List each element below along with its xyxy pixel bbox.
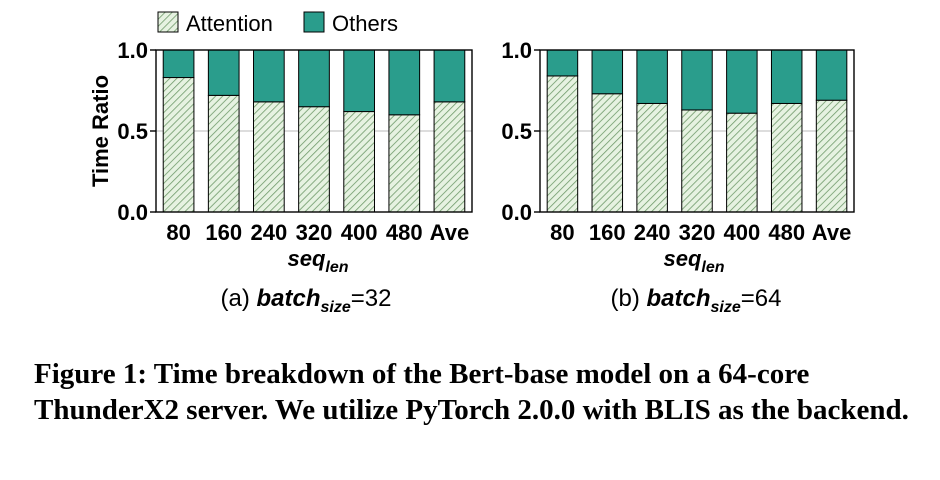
bar-attention-480 xyxy=(770,102,803,213)
bar-attention-80 xyxy=(546,75,579,213)
bar-others-80 xyxy=(546,49,579,77)
x-axis-label-sub: len xyxy=(325,259,348,276)
subtitle-sub: size xyxy=(321,299,351,316)
bar-others-400 xyxy=(343,49,375,113)
x-tick-label: 480 xyxy=(768,220,805,245)
bar-others-320 xyxy=(681,49,713,111)
chart-legend: Attention Others xyxy=(157,11,398,36)
x-tick-label: 160 xyxy=(589,220,626,245)
y-tick-label: 0.5 xyxy=(117,119,148,144)
bar-others-400 xyxy=(726,49,758,114)
x-tick-label: 320 xyxy=(679,220,716,245)
bar-others-240 xyxy=(253,49,285,103)
bar-attention-240 xyxy=(253,101,285,213)
bar-attention-320 xyxy=(681,109,713,213)
bar-attention-480 xyxy=(388,114,421,213)
x-tick-label: Ave xyxy=(812,220,852,245)
x-tick-label: 160 xyxy=(205,220,242,245)
x-tick-label: 80 xyxy=(550,220,574,245)
subtitle-suffix: =64 xyxy=(741,285,782,312)
legend-swatch-attention xyxy=(157,11,179,33)
x-tick-label: 480 xyxy=(386,220,423,245)
y-tick-label: 0.5 xyxy=(501,119,532,144)
bar-others-80 xyxy=(162,49,195,79)
subtitle-main: batch xyxy=(647,285,711,312)
bar-attention-160 xyxy=(207,94,240,213)
bar-others-160 xyxy=(591,49,624,95)
bar-attention-400 xyxy=(343,111,375,213)
bar-attention-400 xyxy=(726,112,758,213)
x-axis-label-sub: len xyxy=(701,259,724,276)
subtitle-prefix: (a) xyxy=(221,285,257,312)
panel-subtitle: (b) batchsize=64 xyxy=(611,285,782,316)
figure-caption: Figure 1: Time breakdown of the Bert-bas… xyxy=(34,358,909,426)
subtitle-main: batch xyxy=(257,285,321,312)
bar-others-160 xyxy=(207,49,240,96)
bar-others-480 xyxy=(770,49,803,104)
bar-attention-240 xyxy=(636,102,668,213)
bar-attention-ave xyxy=(433,101,466,213)
y-axis-label: Time Ratio xyxy=(88,75,113,187)
panel-subtitle: (a) batchsize=32 xyxy=(221,285,392,316)
bar-attention-160 xyxy=(591,93,624,213)
legend-swatch-others xyxy=(303,11,325,33)
y-tick-label: 1.0 xyxy=(117,38,148,63)
bar-others-480 xyxy=(388,49,421,116)
x-axis-label: seqlen xyxy=(663,246,724,276)
subtitle-suffix: =32 xyxy=(351,285,392,312)
bar-attention-80 xyxy=(162,77,195,213)
y-tick-label: 0.0 xyxy=(501,200,532,225)
x-axis-label-main: seq xyxy=(287,246,325,271)
x-tick-label: 80 xyxy=(166,220,190,245)
y-tick-label: 1.0 xyxy=(501,38,532,63)
x-tick-label: 400 xyxy=(723,220,760,245)
subtitle-prefix: (b) xyxy=(611,285,647,312)
bar-attention-ave xyxy=(815,99,848,213)
bar-others-320 xyxy=(298,49,330,108)
chart-panel-b: 80 160 240 320 400 480 Ave 0.0 0.5 1.0 seqlen (b) b… xyxy=(501,38,855,316)
x-tick-label: 400 xyxy=(341,220,378,245)
subtitle-sub: size xyxy=(711,299,741,316)
legend-label-attention: Attention xyxy=(186,11,273,36)
legend-label-others: Others xyxy=(332,11,398,36)
bar-attention-320 xyxy=(298,106,330,213)
x-tick-label: Ave xyxy=(430,220,470,245)
y-tick-label: 0.0 xyxy=(117,200,148,225)
x-axis-label: seqlen xyxy=(287,246,348,276)
bar-others-ave xyxy=(815,49,848,101)
x-axis-label-main: seq xyxy=(663,246,701,271)
x-tick-label: 240 xyxy=(250,220,287,245)
bar-others-240 xyxy=(636,49,668,104)
x-tick-label: 320 xyxy=(296,220,333,245)
x-tick-label: 240 xyxy=(634,220,671,245)
bar-others-ave xyxy=(433,49,466,103)
